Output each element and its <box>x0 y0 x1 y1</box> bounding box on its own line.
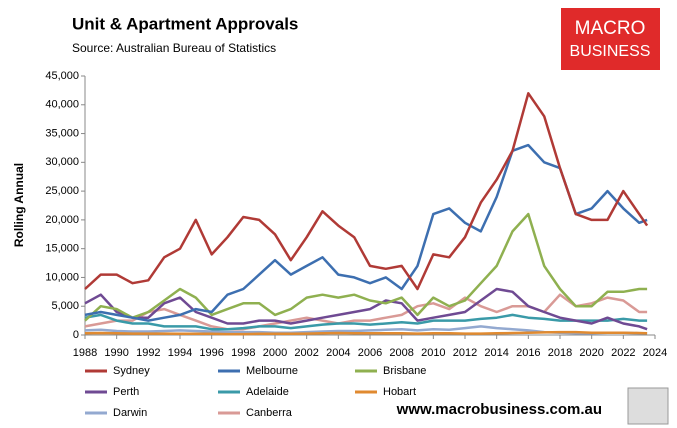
x-tick-label: 1990 <box>104 347 128 359</box>
y-tick-label: 0 <box>73 329 79 341</box>
y-tick-label: 30,000 <box>45 156 79 168</box>
x-tick-label: 2004 <box>326 347 350 359</box>
footer-url: www.macrobusiness.com.au <box>396 401 602 418</box>
series-line <box>84 143 648 322</box>
logo-text: BUSINESS <box>570 43 651 60</box>
x-tick-label: 2006 <box>358 347 382 359</box>
x-tick-label: 1988 <box>73 347 97 359</box>
series-line <box>84 92 649 291</box>
y-axis-label: Rolling Annual <box>12 163 26 247</box>
series-line <box>84 287 648 331</box>
legend-label: Melbourne <box>246 365 298 377</box>
legend-label: Canberra <box>246 407 293 419</box>
x-tick-label: 2010 <box>421 347 445 359</box>
legend-label: Darwin <box>113 407 147 419</box>
chart-title: Unit & Apartment Approvals <box>72 14 298 33</box>
x-tick-label: 2018 <box>548 347 572 359</box>
y-tick-label: 20,000 <box>45 214 79 226</box>
legend-label: Brisbane <box>383 365 426 377</box>
series-line <box>84 330 648 336</box>
y-tick-label: 40,000 <box>45 99 79 111</box>
y-tick-label: 10,000 <box>45 271 79 283</box>
logo-text: MACRO <box>575 18 646 39</box>
y-tick-label: 15,000 <box>45 243 79 255</box>
x-tick-label: 2008 <box>389 347 413 359</box>
legend-label: Perth <box>113 386 139 398</box>
x-tick-label: 2022 <box>611 347 635 359</box>
logo-box <box>561 8 660 70</box>
x-tick-label: 2002 <box>294 347 318 359</box>
x-tick-label: 1994 <box>168 347 192 359</box>
x-tick-label: 2024 <box>643 347 667 359</box>
logo-icon <box>627 387 669 425</box>
x-tick-label: 2020 <box>579 347 603 359</box>
series-line <box>84 313 648 331</box>
legend-label: Sydney <box>113 365 150 377</box>
y-tick-label: 35,000 <box>45 127 79 139</box>
x-tick-label: 2000 <box>263 347 287 359</box>
series-line <box>84 212 648 322</box>
legend-label: Adelaide <box>246 386 289 398</box>
x-tick-label: 1996 <box>199 347 223 359</box>
y-tick-label: 5,000 <box>51 300 79 312</box>
y-tick-label: 45,000 <box>45 70 79 82</box>
chart-subtitle: Source: Australian Bureau of Statistics <box>72 41 276 55</box>
legend-label: Hobart <box>383 386 416 398</box>
x-tick-label: 2014 <box>484 347 508 359</box>
y-tick-label: 25,000 <box>45 185 79 197</box>
x-tick-label: 1998 <box>231 347 255 359</box>
x-tick-label: 2012 <box>453 347 477 359</box>
x-tick-label: 1992 <box>136 347 160 359</box>
x-tick-label: 2016 <box>516 347 540 359</box>
